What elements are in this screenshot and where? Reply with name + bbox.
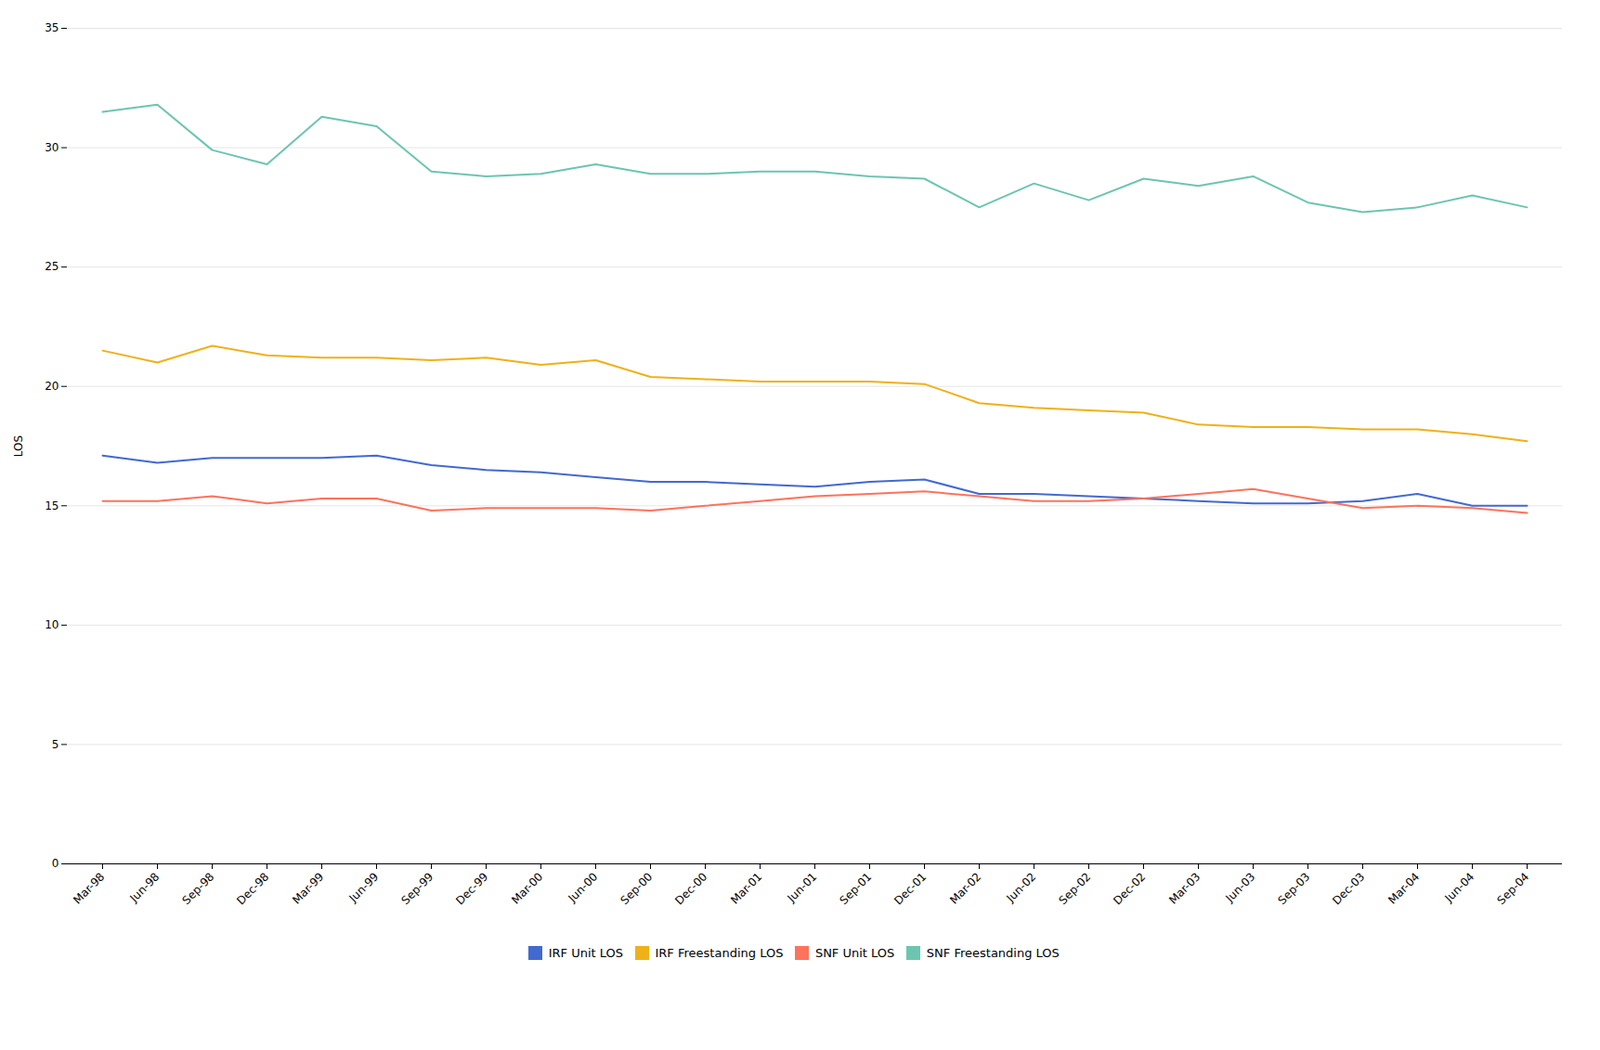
svg-text:Jun-04: Jun-04 — [1441, 870, 1477, 906]
svg-text:Dec-01: Dec-01 — [891, 870, 929, 908]
svg-text:LOS: LOS — [12, 435, 26, 457]
svg-text:Sep-04: Sep-04 — [1494, 870, 1532, 908]
svg-text:Dec-00: Dec-00 — [672, 870, 710, 908]
svg-text:Mar-00: Mar-00 — [508, 870, 546, 907]
svg-text:20: 20 — [44, 379, 59, 393]
svg-text:Sep-03: Sep-03 — [1274, 870, 1313, 908]
svg-text:Sep-99: Sep-99 — [398, 870, 436, 908]
svg-text:0: 0 — [51, 857, 59, 871]
svg-text:Mar-99: Mar-99 — [289, 870, 326, 907]
svg-text:Sep-01: Sep-01 — [836, 870, 874, 908]
svg-text:Jun-03: Jun-03 — [1222, 870, 1258, 906]
svg-text:30: 30 — [44, 141, 59, 155]
svg-text:Dec-98: Dec-98 — [234, 870, 272, 908]
html-text:SNF Freestanding LOS: SNF Freestanding LOS — [926, 946, 1060, 961]
svg-text:Dec-03: Dec-03 — [1329, 870, 1367, 908]
svg-text:Jun-98: Jun-98 — [126, 870, 162, 906]
svg-text:5: 5 — [51, 738, 59, 752]
svg-text:Jun-01: Jun-01 — [783, 870, 820, 906]
svg-text:10: 10 — [44, 618, 59, 632]
svg-text:Mar-04: Mar-04 — [1385, 870, 1422, 907]
svg-text:Jun-02: Jun-02 — [1002, 870, 1039, 906]
svg-text:35: 35 — [44, 21, 59, 35]
svg-text:25: 25 — [44, 260, 59, 274]
svg-text:Jun-00: Jun-00 — [564, 870, 600, 906]
svg-text:Sep-02: Sep-02 — [1055, 870, 1093, 908]
html-text:IRF Freestanding LOS: IRF Freestanding LOS — [655, 946, 784, 961]
svg-text:Dec-99: Dec-99 — [453, 870, 491, 908]
svg-text:Mar-01: Mar-01 — [728, 870, 765, 907]
svg-text:Dec-02: Dec-02 — [1110, 870, 1148, 908]
html-text:SNF Unit LOS: SNF Unit LOS — [815, 946, 895, 961]
svg-text:Jun-99: Jun-99 — [345, 870, 381, 906]
svg-text:Mar-02: Mar-02 — [947, 870, 984, 907]
svg-text:Sep-98: Sep-98 — [179, 870, 217, 908]
svg-text:Mar-98: Mar-98 — [70, 870, 107, 907]
svg-text:15: 15 — [44, 499, 59, 513]
html-text:IRF Unit LOS: IRF Unit LOS — [548, 946, 624, 961]
svg-text:Mar-03: Mar-03 — [1166, 870, 1203, 907]
svg-text:Sep-00: Sep-00 — [617, 870, 655, 908]
